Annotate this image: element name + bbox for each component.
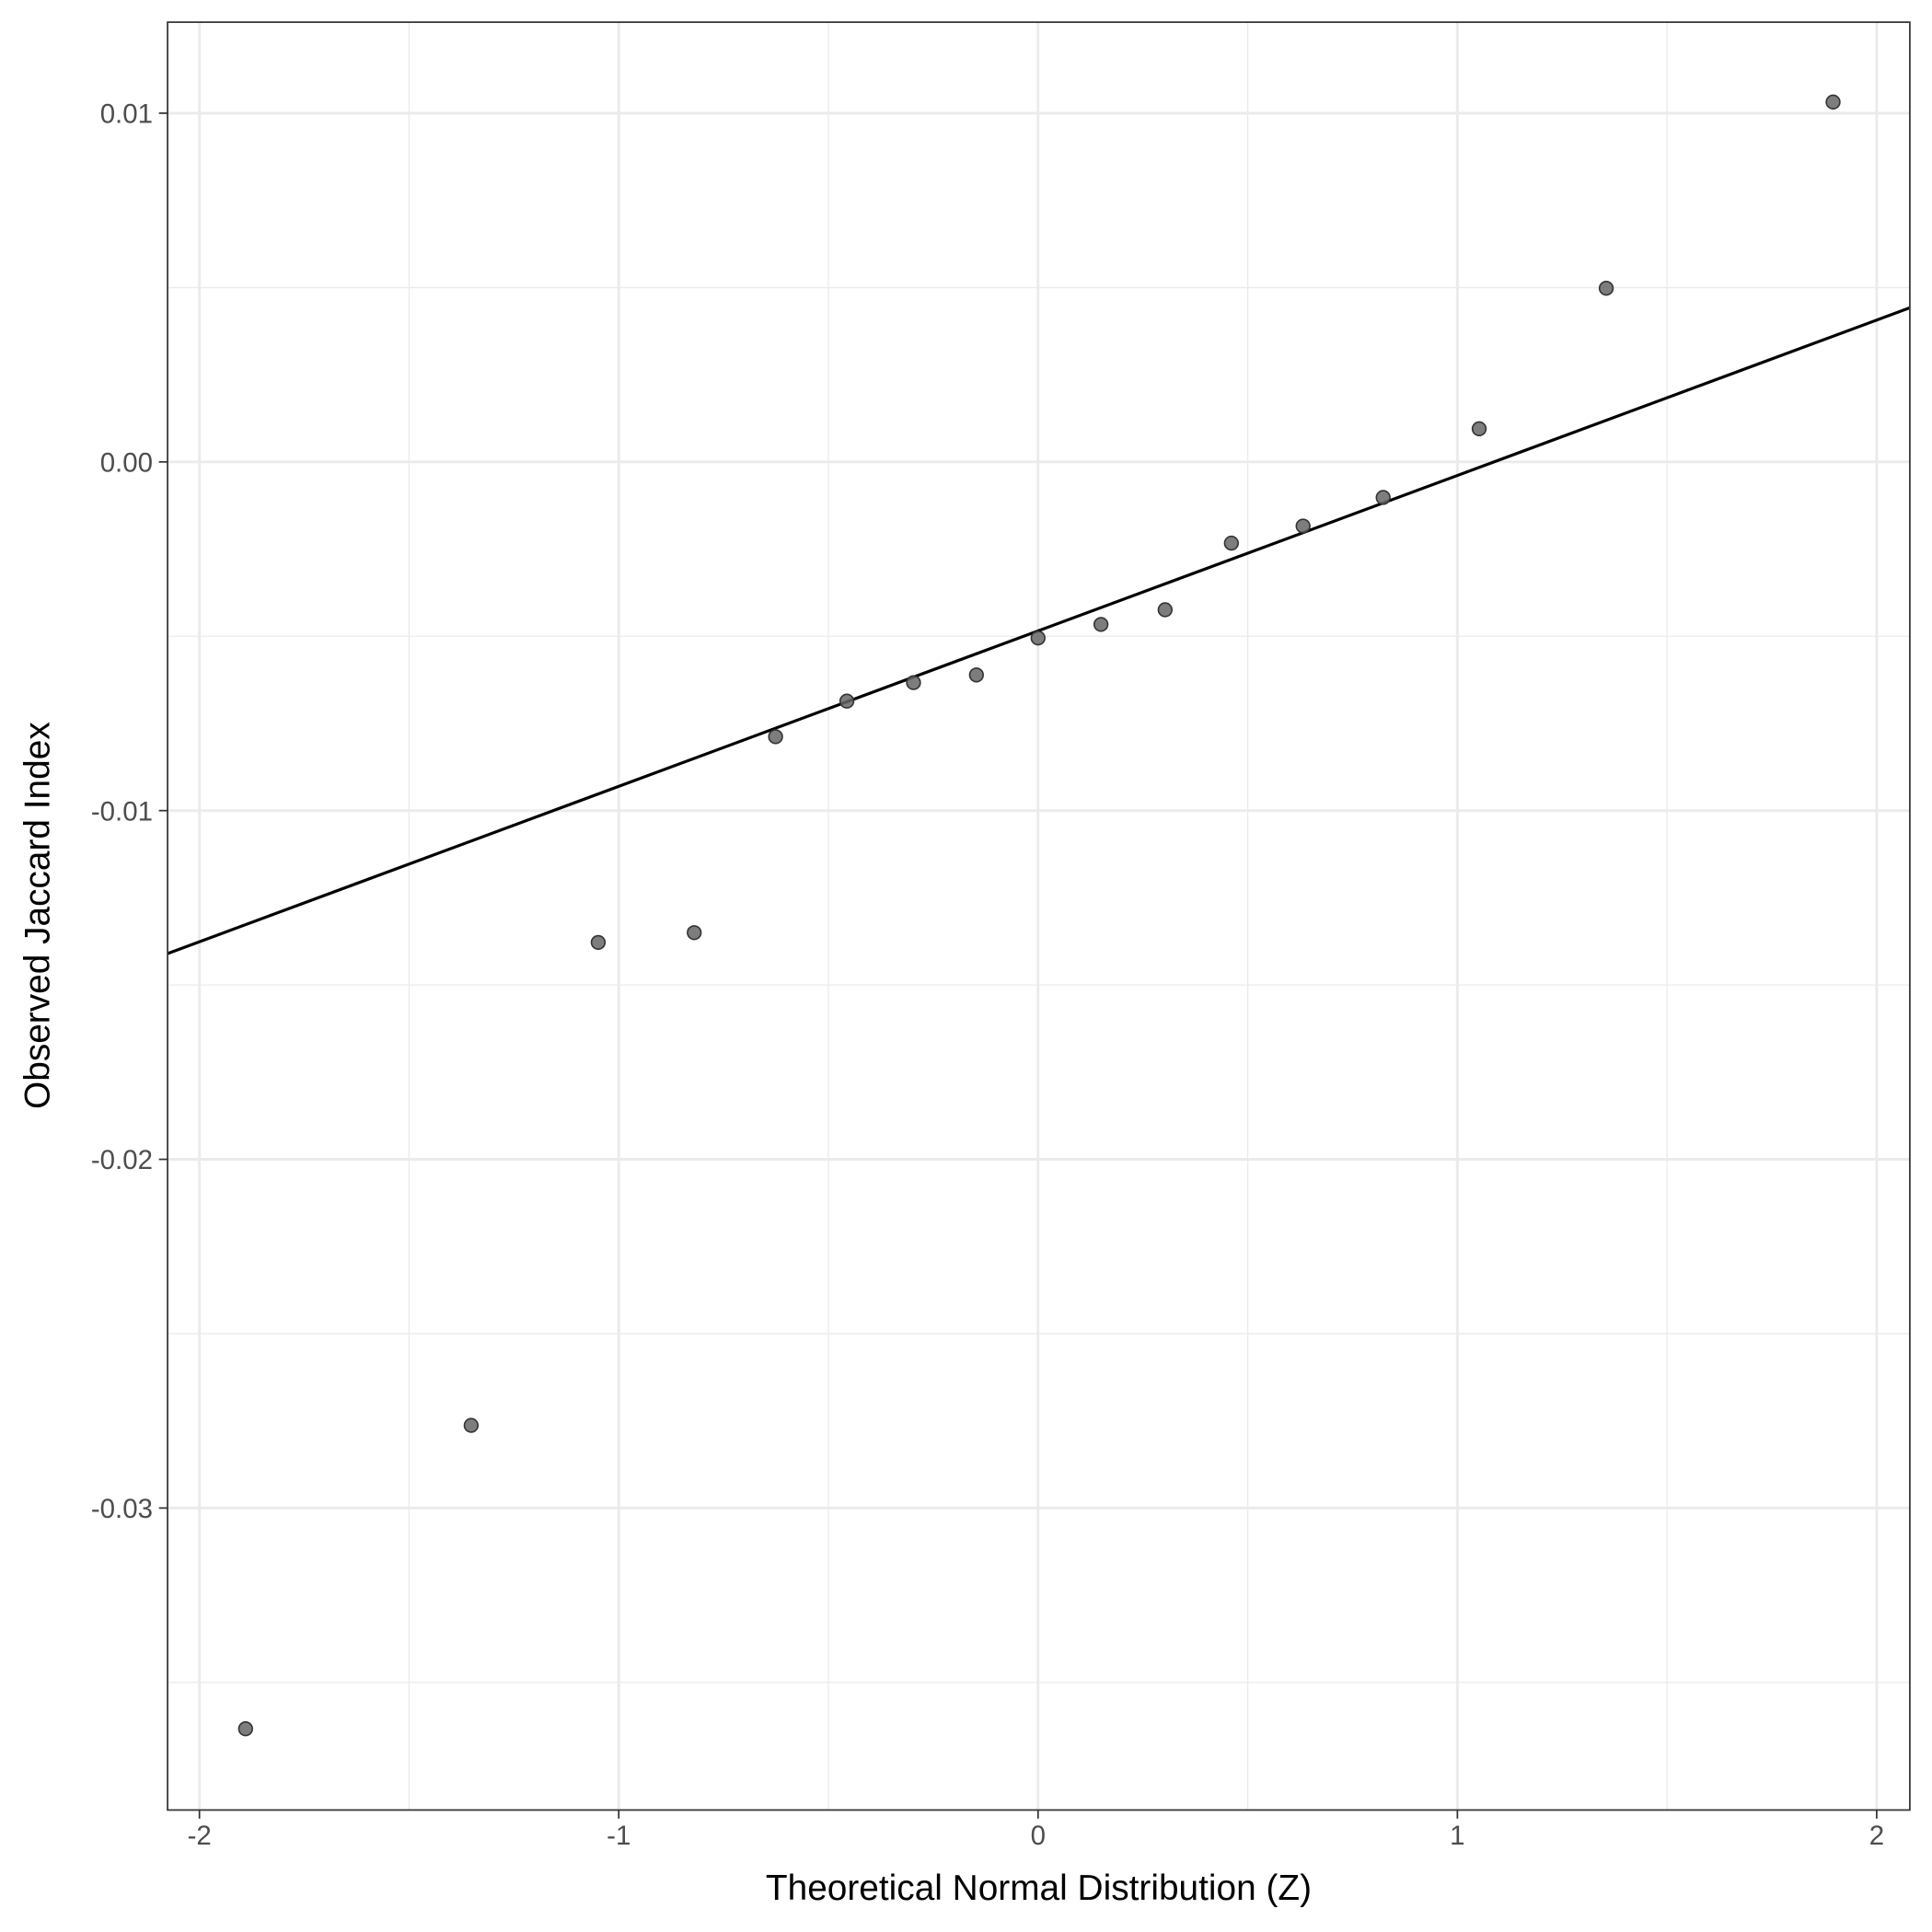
marks bbox=[167, 94, 1911, 1737]
point bbox=[687, 925, 702, 941]
point bbox=[839, 693, 855, 709]
grid bbox=[168, 22, 1910, 1811]
y-tick-label: 0.01 bbox=[100, 99, 153, 130]
point bbox=[237, 1721, 253, 1737]
point bbox=[906, 675, 921, 690]
point bbox=[1598, 280, 1614, 296]
point bbox=[968, 667, 984, 683]
point bbox=[463, 1417, 480, 1433]
x-tick-label: 0 bbox=[1031, 1821, 1046, 1851]
y-tick-label: -0.02 bbox=[91, 1145, 153, 1175]
point bbox=[1030, 630, 1046, 646]
x-tick-label: -1 bbox=[607, 1821, 631, 1851]
point bbox=[1093, 617, 1109, 632]
point bbox=[1157, 602, 1173, 618]
y-tick-label: -0.03 bbox=[91, 1494, 153, 1524]
point bbox=[768, 729, 783, 745]
y-tick-label: 0.00 bbox=[100, 448, 153, 479]
x-axis-title: Theoretical Normal Distribution (Z) bbox=[766, 1868, 1312, 1908]
point bbox=[590, 934, 607, 951]
point bbox=[1223, 535, 1239, 551]
axes: -2 -1 0 1 2 0.01 0.00 -0.01 -0.02 -0.03 bbox=[91, 99, 1884, 1851]
x-tick-label: -2 bbox=[188, 1821, 212, 1851]
y-axis-title: Observed Jaccard Index bbox=[18, 722, 58, 1109]
y-tick-label: -0.01 bbox=[91, 796, 153, 827]
point bbox=[1471, 421, 1487, 437]
point bbox=[1825, 94, 1841, 110]
point bbox=[1295, 518, 1311, 534]
x-tick-label: 2 bbox=[1869, 1821, 1884, 1851]
x-tick-label: 1 bbox=[1450, 1821, 1464, 1851]
point bbox=[1375, 490, 1391, 505]
